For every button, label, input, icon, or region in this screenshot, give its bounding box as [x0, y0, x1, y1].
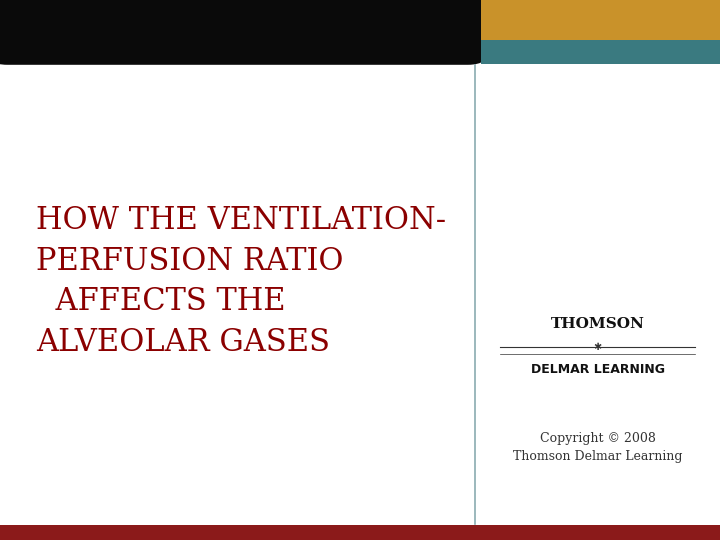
- FancyBboxPatch shape: [0, 0, 490, 65]
- Text: THOMSON: THOMSON: [551, 317, 644, 331]
- Text: DELMAR LEARNING: DELMAR LEARNING: [531, 363, 665, 376]
- Text: ✱: ✱: [593, 342, 602, 352]
- Text: HOW THE VENTILATION-
PERFUSION RATIO
  AFFECTS THE
ALVEOLAR GASES: HOW THE VENTILATION- PERFUSION RATIO AFF…: [36, 205, 446, 358]
- Bar: [481, 40, 720, 64]
- Text: Copyright © 2008
Thomson Delmar Learning: Copyright © 2008 Thomson Delmar Learning: [513, 432, 683, 463]
- Bar: [0, 525, 720, 540]
- Bar: [481, 0, 720, 40]
